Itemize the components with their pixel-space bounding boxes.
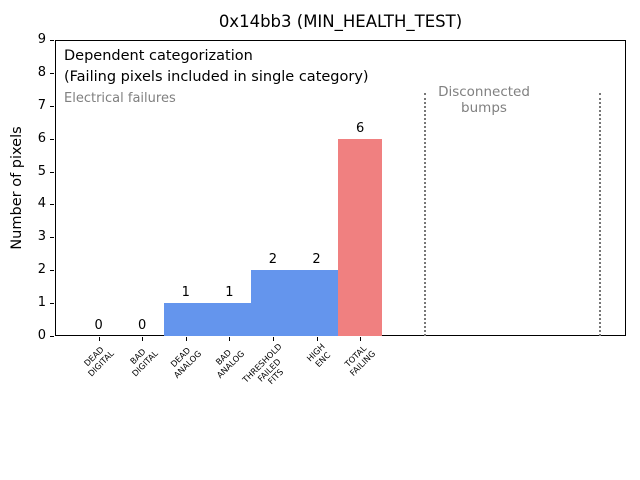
y-tick-label: 1 (37, 295, 46, 311)
bar-value-label: 2 (312, 252, 321, 268)
annotation-disconnected-bumps: Disconnected bumps (438, 84, 530, 116)
y-tick-label: 8 (37, 64, 46, 80)
y-tick-mark (50, 204, 54, 206)
y-tick-mark (50, 40, 54, 41)
bar-total-failing (338, 138, 382, 336)
bar-value-label: 0 (94, 318, 103, 333)
y-tick-mark (50, 105, 54, 107)
divider-dotted-line (424, 92, 427, 336)
bar-value-label: 6 (355, 120, 365, 136)
annotation-dependent-categorization: Dependent categorization (Failing pixels … (64, 48, 369, 85)
x-tick-label-text: DEAD DIGITAL (82, 344, 116, 379)
y-tick-label: 4 (37, 196, 46, 212)
y-tick-mark (50, 303, 54, 305)
y-tick-label: 9 (37, 32, 46, 47)
x-tick-label-text: TOTAL FAILING (342, 343, 378, 378)
bar-value-label: 0 (138, 318, 147, 333)
x-tick-label-text: HIGH ENC (304, 341, 333, 369)
x-tick-label-text: DEAD ANALOG (168, 345, 203, 380)
x-tick-mark (98, 337, 100, 341)
y-tick-mark (50, 138, 54, 140)
bar-dead-analog (163, 303, 208, 336)
annotation-electrical-failures: Electrical failures (64, 91, 176, 106)
y-tick-mark (50, 237, 54, 239)
y-tick-mark (50, 171, 54, 173)
x-tick-mark (185, 337, 187, 341)
y-tick-label: 2 (37, 262, 46, 278)
y-tick-label: 7 (37, 97, 46, 113)
chart-title: 0x14bb3 (MIN_HEALTH_TEST) (218, 12, 463, 31)
x-tick-mark (316, 337, 318, 341)
x-tick-label-text: THRESHOLD FAILED FITS (239, 341, 285, 387)
bar-bad-analog (207, 303, 252, 336)
y-tick-label: 5 (37, 163, 46, 179)
y-tick-mark (50, 270, 54, 272)
y-tick-label: 0 (37, 328, 46, 343)
x-tick-mark (142, 337, 144, 341)
y-tick-label: 3 (37, 229, 46, 245)
divider-dotted-line (598, 92, 601, 336)
x-tick-mark (229, 337, 231, 341)
y-tick-mark (50, 336, 54, 337)
x-tick-mark (360, 337, 362, 341)
bar-high-enc (294, 270, 339, 336)
bar-value-label: 1 (181, 285, 190, 301)
bar-value-label: 1 (225, 285, 234, 301)
y-tick-mark (50, 72, 54, 74)
x-tick-mark (272, 337, 274, 341)
x-tick-label-text: BAD DIGITAL (127, 346, 160, 379)
bar-value-label: 2 (268, 252, 278, 268)
x-tick-label-text: BAD ANALOG (214, 347, 247, 380)
bar-threshold-failed-fits (251, 270, 295, 336)
y-tick-label: 6 (37, 130, 46, 146)
